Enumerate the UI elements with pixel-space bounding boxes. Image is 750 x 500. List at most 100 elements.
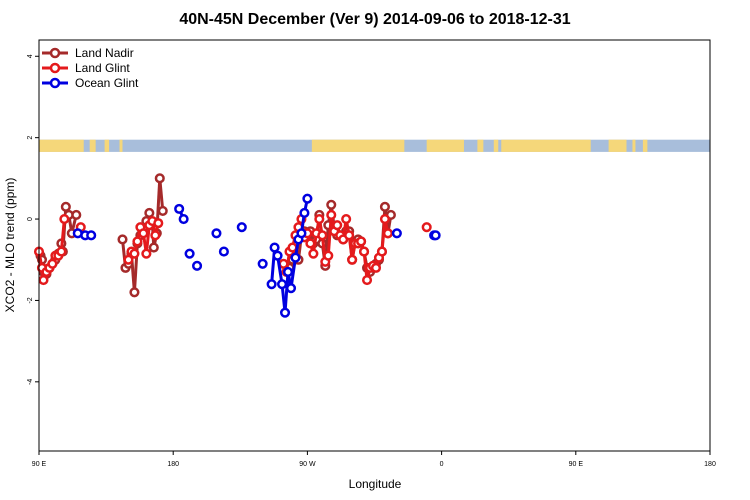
x-tick-label: 180: [167, 461, 179, 468]
land-segment: [119, 139, 123, 152]
land-segment: [493, 139, 499, 152]
land-segment: [608, 139, 627, 152]
data-point: [356, 236, 367, 247]
land-segment: [501, 139, 591, 152]
data-point: [430, 230, 441, 241]
legend-label: Land Nadir: [75, 46, 134, 60]
data-point: [218, 246, 229, 257]
data-point: [379, 201, 390, 212]
y-tick-label: -4: [27, 379, 34, 385]
data-point: [290, 252, 301, 263]
data-point: [60, 201, 71, 212]
data-point: [277, 279, 288, 290]
data-point: [56, 246, 67, 257]
data-point: [421, 222, 432, 233]
data-point: [47, 258, 58, 269]
series-segment: [59, 218, 66, 252]
series-segment: [289, 257, 297, 289]
data-point: [266, 279, 277, 290]
legend-swatch-marker: [49, 47, 61, 59]
data-point: [317, 230, 328, 241]
data-point: [282, 266, 294, 278]
data-point: [278, 258, 289, 269]
data-point: [153, 218, 164, 229]
data-point: [341, 213, 352, 225]
x-tick-label: 180: [704, 461, 716, 468]
data-point: [302, 193, 313, 204]
legend-item: Land Nadir: [42, 46, 134, 60]
data-point: [308, 248, 319, 259]
x-axis-label: Longitude: [349, 477, 402, 491]
data-point: [361, 275, 373, 286]
data-point: [344, 230, 355, 241]
data-point: [123, 254, 134, 265]
x-axis: 90 E 180 90 W 0 90 E 180: [32, 451, 716, 468]
series-land-glint: [33, 209, 432, 286]
data-point: [192, 260, 203, 271]
data-point: [314, 213, 325, 225]
data-point: [347, 254, 358, 265]
land-segment: [104, 139, 110, 152]
data-point: [138, 228, 149, 239]
legend-label: Ocean Glint: [75, 76, 139, 90]
y-axis: -4 -2 0 2 4: [27, 54, 39, 385]
land-segment: [89, 139, 96, 152]
data-point: [272, 250, 283, 261]
data-point: [391, 228, 402, 239]
data-point: [132, 236, 143, 247]
data-point: [323, 250, 334, 261]
data-point: [332, 220, 343, 231]
series-segment: [158, 178, 165, 212]
data-point: [257, 258, 268, 269]
data-point: [144, 207, 155, 218]
series-segment: [283, 271, 290, 313]
legend-item: Ocean Glint: [42, 76, 139, 90]
land-segment: [428, 139, 464, 152]
land-segment: [311, 139, 405, 152]
data-point: [184, 248, 195, 259]
plot-frame: [38, 39, 711, 452]
data-point: [326, 199, 337, 210]
data-point: [379, 213, 390, 225]
data-point: [59, 213, 70, 225]
data-point: [129, 287, 140, 298]
y-tick-label: 2: [27, 136, 34, 140]
data-point: [299, 207, 310, 218]
x-tick-label: 90 W: [299, 461, 316, 468]
land-segment: [632, 139, 636, 152]
data-point: [287, 242, 298, 253]
data-point: [285, 283, 297, 294]
y-tick-label: 0: [27, 217, 34, 221]
data-point: [129, 248, 140, 259]
series-layer: [33, 173, 441, 318]
legend-swatch-marker: [49, 77, 61, 89]
land-ocean-bar: [39, 139, 710, 152]
legend-label: Land Glint: [75, 61, 130, 75]
series-ocean-glint: [72, 193, 441, 318]
data-point: [305, 238, 316, 249]
x-tick-label: 90 E: [32, 461, 47, 468]
data-point: [326, 209, 337, 221]
data-point: [178, 213, 189, 225]
x-tick-label: 90 E: [569, 461, 584, 468]
data-point: [117, 234, 128, 245]
data-point: [359, 246, 370, 257]
data-point: [141, 248, 152, 259]
x-tick-label: 0: [440, 461, 444, 468]
land-segment: [39, 139, 84, 152]
chart-title: 40N-45N December (Ver 9) 2014-09-06 to 2…: [179, 11, 570, 28]
data-point: [376, 246, 388, 257]
y-tick-label: 4: [27, 54, 34, 58]
data-point: [382, 228, 393, 239]
data-point: [236, 222, 247, 233]
legend-swatch-marker: [49, 62, 61, 74]
data-point: [370, 262, 382, 273]
data-point: [296, 228, 307, 239]
data-point: [174, 203, 185, 214]
data-point: [157, 205, 168, 216]
data-point: [269, 242, 280, 253]
data-point: [211, 228, 222, 239]
land-segment: [642, 139, 648, 152]
